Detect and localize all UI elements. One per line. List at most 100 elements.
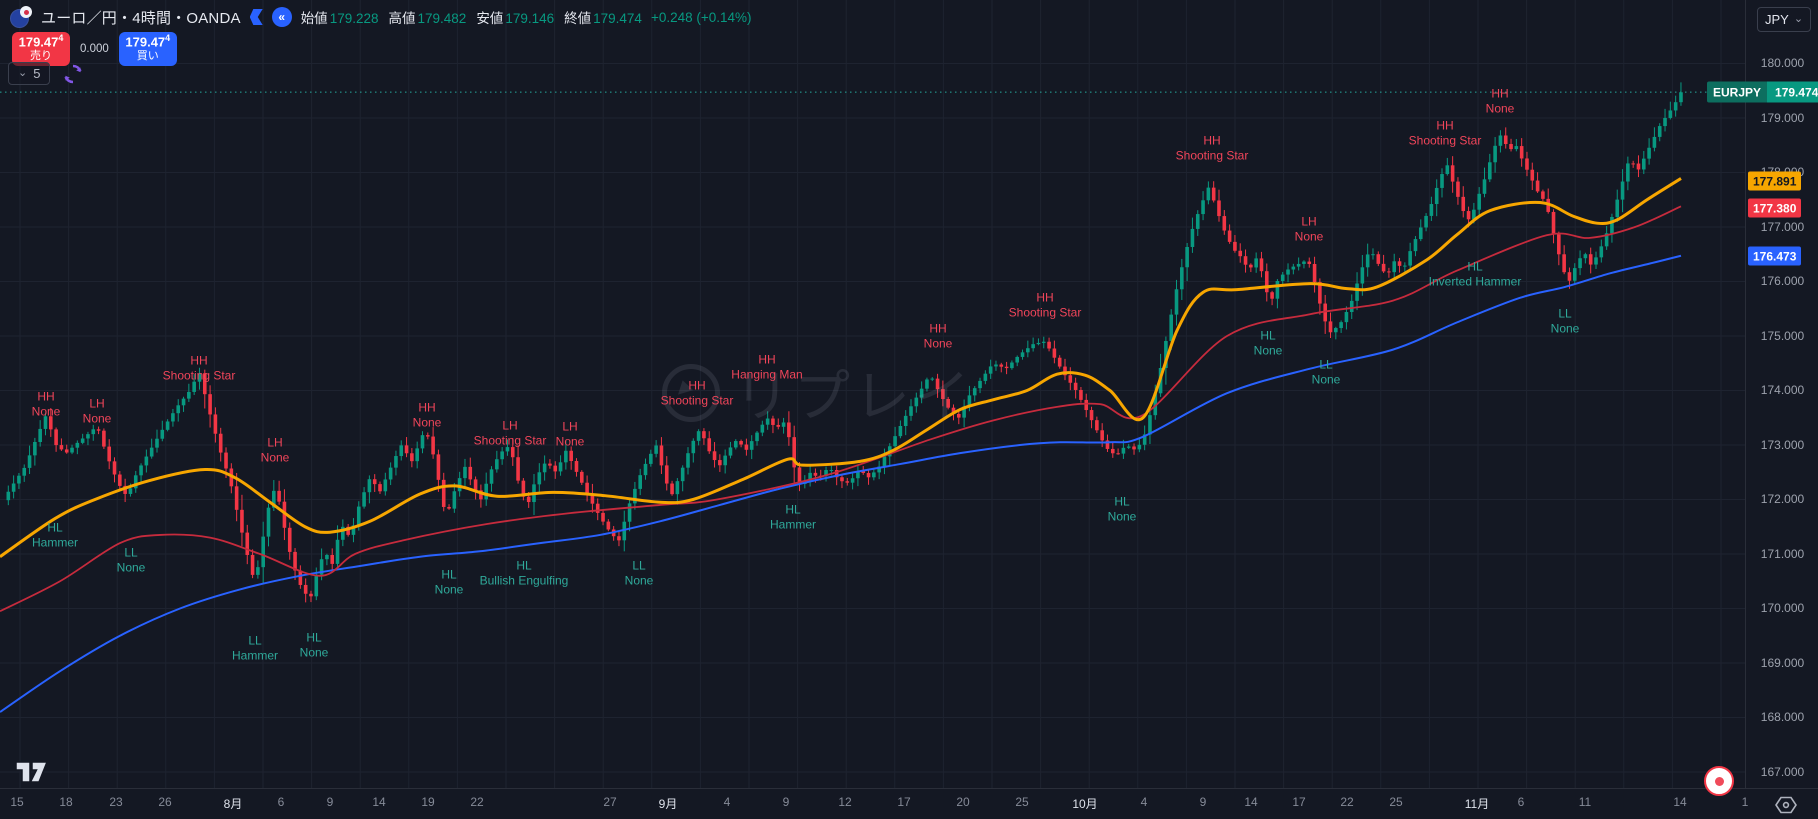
time-axis-label: 27 [603, 795, 617, 809]
candle-body [994, 364, 998, 367]
candle-body [1312, 263, 1317, 283]
candle-body [967, 395, 972, 407]
buy-button[interactable]: 179.474 買い [118, 32, 177, 66]
chevron-down-icon: ⌄ [18, 67, 28, 79]
candle-body [33, 441, 37, 456]
candle-body [1164, 340, 1168, 368]
candle-body [659, 445, 664, 466]
candle-body [638, 475, 642, 489]
candle-body [1583, 254, 1588, 259]
candle-body [1275, 281, 1280, 299]
chart-header: ユーロ／円・4時間・OANDA « 始値 179.228 高値 179.482 安値… [10, 6, 752, 28]
candle-body [925, 379, 929, 389]
candle-body [96, 429, 101, 431]
candle-body [54, 429, 58, 446]
price-axis-label: 173.000 [1760, 438, 1805, 452]
candle-body [75, 442, 80, 448]
candle-body [1519, 146, 1524, 159]
time-axis[interactable]: 15 18 23 26 8月 6 9 14 19 22 27 9月 4 9 12 17 20 25 10月 4 9 14 1… [0, 788, 1818, 819]
sell-button[interactable]: 179.474 売り [12, 32, 70, 66]
candle-body [765, 418, 770, 425]
ma-price-tag: 177.380 [1748, 198, 1802, 218]
candle-body [537, 472, 542, 485]
close-value: 終値 179.474 [564, 11, 642, 26]
candle-body [999, 364, 1004, 367]
candle-body [367, 479, 372, 493]
candle-body [781, 422, 786, 427]
symbol-title[interactable]: ユーロ／円・4時間・OANDA [41, 9, 241, 27]
candle-body [218, 433, 223, 453]
candle-body [941, 389, 945, 400]
candle-body [17, 475, 21, 484]
candle-body [1673, 102, 1678, 111]
flag-icon[interactable] [249, 9, 263, 25]
currency-value: JPY [1764, 12, 1789, 27]
step-count-value: 5 [33, 66, 41, 81]
candle-body [834, 470, 839, 478]
step-count-dropdown[interactable]: ⌄ 5 [8, 62, 51, 85]
candle-body [107, 446, 111, 462]
candle-body [707, 438, 712, 452]
tradingview-logo[interactable] [14, 757, 50, 785]
candle-body [1477, 193, 1481, 210]
candle-body [447, 506, 451, 509]
candle-body [1557, 234, 1561, 255]
trade-widget: 179.474 売り 0.000 179.474 買い [12, 32, 177, 66]
candle-body [744, 444, 749, 450]
price-axis[interactable]: 180.000179.000178.000177.000176.000175.0… [1745, 0, 1818, 788]
time-axis-label: 17 [897, 795, 911, 809]
candle-body [516, 457, 520, 481]
candle-body [1440, 174, 1444, 188]
candle-body [155, 438, 159, 448]
candle-body [378, 484, 382, 492]
price-axis-label: 170.000 [1760, 601, 1805, 615]
time-axis-label: 25 [1389, 795, 1403, 809]
sync-replay-icon[interactable] [62, 63, 84, 85]
candle-body [1360, 267, 1365, 284]
price-axis-label: 169.000 [1760, 656, 1805, 670]
candle-body [410, 453, 414, 462]
candle-body [341, 526, 345, 540]
currency-dropdown[interactable]: JPY ⌄ [1757, 7, 1811, 32]
candle-body [330, 554, 335, 564]
candle-body [303, 584, 308, 594]
time-axis-label: 11月 [1464, 797, 1490, 811]
time-axis-label: 20 [956, 795, 970, 809]
price-axis-label: 168.000 [1760, 710, 1805, 724]
candle-body [1647, 147, 1651, 159]
candle-body [1631, 163, 1635, 165]
candle-body [728, 447, 733, 456]
candle-body [149, 447, 154, 457]
time-axis-label: 9 [782, 795, 790, 809]
candle-body [489, 469, 494, 484]
candle-body [840, 477, 844, 482]
time-axis-settings-gear-icon[interactable] [1775, 795, 1797, 815]
record-button[interactable] [1704, 766, 1734, 796]
chart-canvas[interactable] [0, 0, 1745, 788]
candle-body [1620, 181, 1625, 200]
eurjpy-pair-icon [10, 6, 32, 28]
candle-body [351, 525, 356, 535]
jump-back-icon[interactable]: « [271, 7, 292, 27]
candle-body [1270, 292, 1274, 299]
candle-body [356, 506, 361, 526]
candle-body [1233, 241, 1237, 251]
price-axis-label: 172.000 [1760, 492, 1805, 506]
candle-body [1509, 144, 1513, 150]
candle-body [1318, 282, 1322, 304]
candle-body [80, 438, 85, 443]
candle-body [866, 472, 871, 478]
price-axis-label: 175.000 [1760, 329, 1805, 343]
candle-body [388, 467, 393, 480]
candle-body [1636, 163, 1641, 170]
candle-body [542, 463, 547, 473]
time-axis-label: 1 [1741, 795, 1749, 809]
candle-body [1238, 250, 1243, 257]
candle-body [1466, 211, 1471, 220]
candle-body [346, 526, 350, 535]
candle-body [1371, 254, 1375, 256]
last-price-tag: EURJPY 179.474 [1707, 81, 1818, 103]
candle-body [319, 559, 324, 575]
candle-body [1195, 214, 1200, 229]
